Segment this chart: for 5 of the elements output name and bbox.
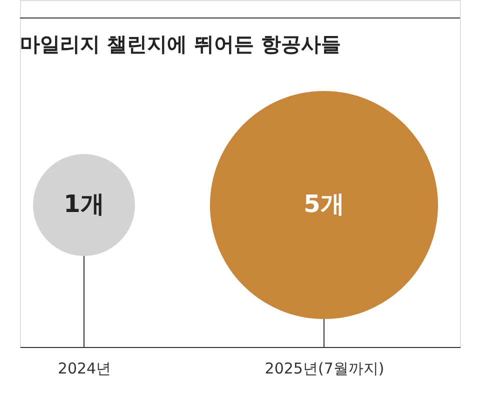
category-label: 2024년: [58, 360, 112, 378]
data-label: 1개: [64, 190, 104, 218]
data-label: 5개: [304, 190, 344, 218]
category-label: 2025년(7월까지): [264, 360, 384, 378]
text: 마일리지 챌린지에 뛰어든 항공사들: [20, 32, 341, 56]
